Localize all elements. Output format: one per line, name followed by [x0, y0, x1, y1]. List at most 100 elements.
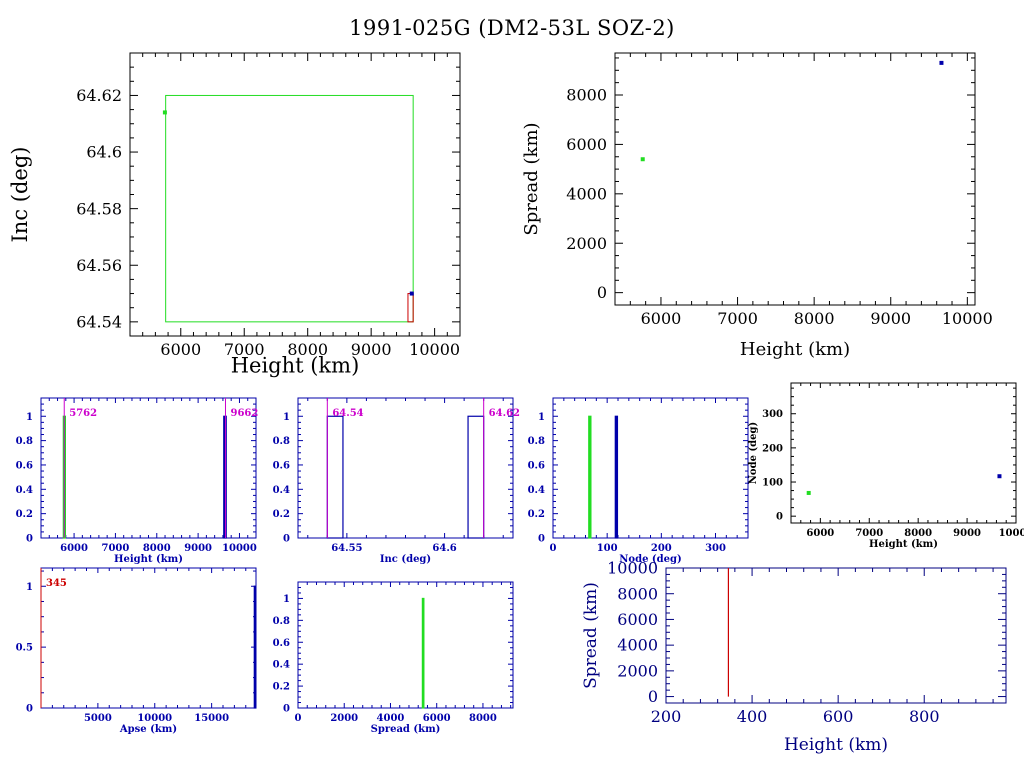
- x-axis-label: Height (km): [740, 339, 850, 360]
- x-tick-label: 200: [651, 543, 672, 554]
- range-box: [407, 293, 414, 323]
- x-tick-label: 8000: [287, 340, 328, 359]
- x-tick-label: 7000: [855, 528, 883, 539]
- plot-frame: [297, 581, 514, 709]
- x-tick-label: 2000: [330, 713, 358, 724]
- y-tick-label: 200: [762, 443, 783, 454]
- inc-histogram-chart: 64.55 64.6 0 0.2 0.4 0.6 0.8 1 Inc (deg) 64.54 64.…: [273, 397, 520, 565]
- y-tick-label: 6000: [617, 610, 658, 629]
- x-tick-label: 5000: [84, 713, 112, 724]
- apse-histogram-chart: 5000 10000 15000 0 0.5 1 Apse (km) 345: [16, 567, 257, 735]
- plot-frame: [297, 397, 514, 539]
- x-tick-label: 7000: [224, 340, 265, 359]
- y-tick-label: 0: [538, 534, 545, 545]
- y-tick-label: 1: [283, 412, 290, 423]
- x-tick-label: 0: [295, 713, 302, 724]
- x-tick-label: 6000: [806, 528, 834, 539]
- x-tick-label: 10000: [409, 340, 460, 359]
- y-tick-label: 64.58: [76, 199, 122, 218]
- x-tick-label: 4000: [377, 713, 405, 724]
- histogram-bar: [421, 597, 425, 709]
- data-point: [997, 474, 1002, 479]
- y-tick-label: 2000: [566, 234, 607, 253]
- spread-vs-height-chart: 6000 7000 8000 9000 10000 0 2000 4000 6000 8000 He…: [521, 52, 993, 360]
- y-tick-label: 0: [283, 534, 290, 545]
- marker-label: 5762: [69, 408, 97, 419]
- x-tick-label: 10000: [222, 543, 257, 554]
- y-tick-label: 0.6: [273, 638, 290, 649]
- height-histogram-chart: 6000 7000 8000 9000 10000 0 0.2 0.4 0.6 0.8 1 Heigh…: [16, 397, 258, 565]
- x-axis-label: Height (km): [231, 353, 360, 377]
- y-tick-label: 0: [26, 534, 33, 545]
- y-tick-label: 0.8: [273, 616, 290, 627]
- data-point: [640, 157, 645, 162]
- x-axis-label: Height (km): [784, 735, 888, 755]
- x-tick-label: 300: [705, 543, 726, 554]
- y-tick-label: 0.8: [273, 436, 290, 447]
- node-histogram-chart: 0 100 200 300 0 0.2 0.4 0.6 0.8 1 Node (deg): [528, 397, 749, 565]
- x-axis-label: Apse (km): [119, 724, 177, 735]
- range-box: [165, 94, 414, 323]
- x-tick-label: 10000: [999, 528, 1024, 539]
- y-tick-label: 0.2: [273, 509, 290, 520]
- y-tick-label: 6000: [566, 135, 607, 154]
- x-tick-label: 600: [823, 707, 854, 726]
- x-tick-label: 8000: [794, 309, 835, 328]
- x-tick-label: 8000: [904, 528, 932, 539]
- data-point: [409, 291, 414, 296]
- y-tick-label: 0.6: [16, 460, 33, 471]
- y-tick-label: 1: [283, 594, 290, 605]
- x-axis-label: Inc (deg): [380, 554, 431, 565]
- y-tick-label: 0.4: [273, 485, 290, 496]
- x-tick-label: 800: [909, 707, 940, 726]
- y-tick-label: 0.4: [528, 485, 545, 496]
- x-tick-label: 400: [737, 707, 768, 726]
- x-tick-label: 15000: [194, 713, 229, 724]
- spread-histogram-chart: 0 2000 4000 6000 8000 0 0.2 0.4 0.6 0.8 1 Spread (k…: [273, 581, 514, 735]
- plot-frame: [552, 397, 749, 539]
- x-tick-label: 0: [550, 543, 557, 554]
- x-tick-label: 9000: [870, 309, 911, 328]
- data-point: [162, 110, 167, 115]
- inc-vs-height-chart: 6000 7000 8000 9000 10000 64.54 64.56 64.58 64.6…: [8, 52, 461, 377]
- y-tick-label: 0.2: [528, 509, 545, 520]
- x-tick-label: 9000: [351, 340, 392, 359]
- y-tick-label: 0.8: [528, 436, 545, 447]
- histogram-bar: [614, 415, 619, 539]
- y-tick-label: 64.6: [86, 143, 122, 162]
- y-tick-label: 2000: [617, 661, 658, 680]
- x-tick-label: 200: [651, 707, 682, 726]
- y-tick-label: 0.6: [273, 460, 290, 471]
- x-tick-label: 64.55: [331, 543, 362, 554]
- y-tick-label: 64.54: [76, 312, 122, 331]
- y-axis-label: Spread (km): [521, 122, 542, 235]
- y-tick-label: 1: [26, 412, 33, 423]
- y-tick-label: 0.5: [16, 643, 33, 654]
- x-tick-label: 6000: [423, 713, 451, 724]
- y-tick-label: 64.56: [76, 256, 122, 275]
- y-tick-label: 100: [762, 478, 783, 489]
- y-tick-label: 1: [538, 412, 545, 423]
- y-tick-label: 8000: [566, 86, 607, 105]
- x-tick-label: 10000: [137, 713, 172, 724]
- histogram-bar: [326, 415, 344, 539]
- y-tick-label: 1: [26, 582, 33, 593]
- x-tick-label: 6000: [160, 340, 201, 359]
- x-axis-label: Height (km): [114, 554, 183, 565]
- plot-frame: [40, 567, 257, 709]
- y-tick-label: 0.6: [528, 460, 545, 471]
- histogram-bar: [467, 415, 485, 539]
- x-tick-label: 6000: [60, 543, 88, 554]
- y-tick-label: 0.8: [16, 436, 33, 447]
- histogram-bar: [253, 585, 257, 709]
- marker-label: 64.62: [489, 408, 520, 419]
- x-tick-label: 7000: [717, 309, 758, 328]
- data-point: [806, 490, 811, 495]
- page-title: 1991-025G (DM2-53L SOZ-2): [349, 16, 675, 40]
- y-axis-label: Spread (km): [581, 582, 601, 689]
- x-axis-label: Height (km): [869, 539, 938, 550]
- data-point: [939, 60, 944, 65]
- y-tick-label: 4000: [566, 184, 607, 203]
- y-tick-label: 0: [776, 512, 783, 523]
